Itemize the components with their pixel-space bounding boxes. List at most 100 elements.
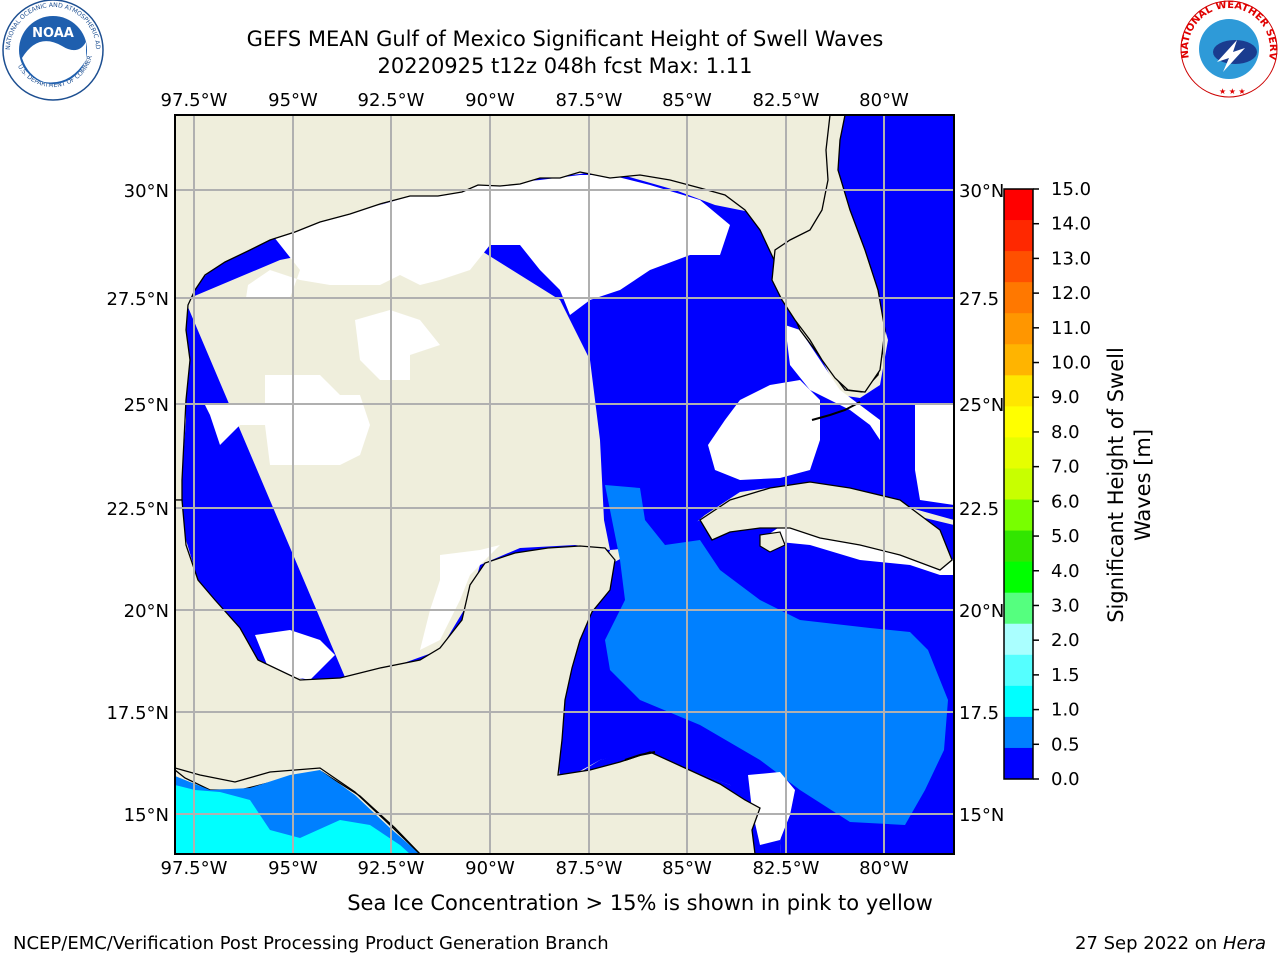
lon-label-bottom: 92.5°W [358,858,425,879]
colorbar-tick-label: 9.0 [1051,387,1080,408]
colorbar-segment [1004,437,1033,469]
plot-subtitle: 20220925 t12z 048h fcst Max: 1.11 [377,54,753,78]
colorbar-segment [1004,530,1033,563]
lat-label-right: 30°N [959,181,1004,202]
nws-logo-icon: NATIONAL WEATHER SERVICE ★ ★ ★ [1177,0,1278,98]
grid-lines [175,115,954,854]
colorbar-tick-label: 6.0 [1051,491,1080,512]
lon-label-top: 80°W [859,90,909,111]
lon-label-top: 87.5°W [556,90,623,111]
pacific-coast-line [175,767,421,854]
lat-label-right: 15°N [959,805,1004,826]
lon-label-bottom: 80°W [859,858,909,879]
pacific-swell-1.0-1.5 [175,785,410,854]
colorbar-segment [1004,654,1033,687]
colorbar-segment [1004,468,1033,501]
lat-label-right: 17.5 [959,703,999,724]
lat-label-left: 22.5°N [106,499,169,520]
lat-label-right: 25°N [959,395,1004,416]
lon-label-top: 90°W [465,90,515,111]
footer-host: Hera [1222,933,1266,954]
lon-label-bottom: 82.5°W [753,858,820,879]
lon-label-top: 85°W [662,90,712,111]
land-florida [771,115,886,393]
bay-islands-line [624,751,656,761]
colorbar-segment [1004,220,1033,252]
lat-label-right: 27.5 [959,289,999,310]
colorbar-tick-label: 10.0 [1051,353,1091,374]
colorbar-segment [1004,406,1033,438]
lat-label-right: 22.5 [959,499,999,520]
lat-label-right: 20°N [959,601,1004,622]
colorbar-segment [1004,716,1033,749]
swell-zero-north-gulf [246,175,730,315]
colorbar-tick-label: 14.0 [1051,214,1091,235]
colorbar-tick-label: 1.5 [1051,665,1080,686]
colorbar-label: Significant Height of Swell [1104,347,1128,623]
lon-label-top: 97.5°W [161,90,228,111]
lon-label-top: 82.5°W [753,90,820,111]
swell-0.5-1.0-caribbean [605,485,948,825]
lat-label-left: 30°N [124,181,169,202]
colorbar-segment [1004,623,1033,656]
swell-zero-campeche [420,545,500,650]
colorbar-segment [1004,685,1033,718]
lon-label-bottom: 97.5°W [161,858,228,879]
lon-label-bottom: 85°W [662,858,712,879]
map-frame [174,114,955,855]
swell-zero-florida-straits [785,325,880,440]
lat-label-left: 20°N [124,601,169,622]
lat-labels-left: 30°N 27.5°N 25°N 22.5°N 20°N 17.5°N 15°N [106,181,169,826]
colorbar-segment [1004,189,1033,221]
lon-label-bottom: 90°W [465,858,515,879]
colorbar-segment [1004,499,1033,532]
lat-label-left: 17.5°N [106,703,169,724]
colorbar-tick-label: 1.0 [1051,700,1080,721]
colorbar-tick-label: 15.0 [1051,179,1091,200]
keys-line [811,401,861,421]
noaa-badge-text: NOAA [32,26,74,41]
lon-labels-bottom: 97.5°W 95°W 92.5°W 90°W 87.5°W 85°W 82.5… [161,858,909,879]
footer-left: NCEP/EMC/Verification Post Processing Pr… [13,933,609,954]
svg-text:★ ★ ★: ★ ★ ★ [1219,87,1246,96]
colorbar-tick-label: 7.0 [1051,457,1080,478]
lon-label-top: 95°W [268,90,318,111]
colorbar-segment [1004,561,1033,594]
footer-date: 27 Sep 2022 on [1075,933,1223,954]
colorbar-ticks: 15.0 14.0 13.0 12.0 11.0 10.0 9.0 8.0 7.0 6.0 5.0 4… [1033,179,1091,790]
swell-zero-west-gulf [205,375,370,465]
lon-label-bottom: 95°W [268,858,318,879]
colorbar-segment [1004,592,1033,625]
swell-zero-west-gulf-2 [355,310,440,380]
colorbar-tick-label: 12.0 [1051,283,1091,304]
colorbar-tick-label: 0.0 [1051,769,1080,790]
colorbar-label-line2: Waves [m] [1131,429,1155,541]
lat-labels-right: 30°N 27.5 25°N 22.5 20°N 17.5 15°N [959,181,1004,826]
colorbar-tick-label: 5.0 [1051,526,1080,547]
colorbar [1004,189,1033,780]
footer-right: 27 Sep 2022 on Hera [1075,933,1266,954]
colorbar-segment [1004,282,1033,314]
colorbar-tick-label: 11.0 [1051,318,1091,339]
lat-label-left: 15°N [124,805,169,826]
colorbar-tick-label: 13.0 [1051,248,1091,269]
sea-ice-note: Sea Ice Concentration > 15% is shown in … [347,891,933,915]
lon-label-top: 92.5°W [358,90,425,111]
lon-labels-top: 97.5°W 95°W 92.5°W 90°W 87.5°W 85°W 82.5… [161,90,909,111]
colorbar-segment [1004,747,1033,780]
colorbar-tick-label: 4.0 [1051,561,1080,582]
colorbar-tick-label: 2.0 [1051,630,1080,651]
colorbar-frame [1003,188,1034,780]
land-mexico [175,499,761,854]
land-isle-of-youth [759,531,786,553]
plot-title: GEFS MEAN Gulf of Mexico Significant Hei… [246,27,884,51]
lat-label-left: 25°N [124,395,169,416]
lon-label-bottom: 87.5°W [556,858,623,879]
noaa-logo-icon: NATIONAL OCEANIC AND ATMOSPHERIC ADMINIS… [0,0,104,101]
map-panel [175,115,954,854]
swell-zero-yucatan-basin [748,772,795,845]
colorbar-tick-label: 3.0 [1051,595,1080,616]
colorbar-segment [1004,344,1033,376]
colorbar-tick-label: 8.0 [1051,422,1080,443]
